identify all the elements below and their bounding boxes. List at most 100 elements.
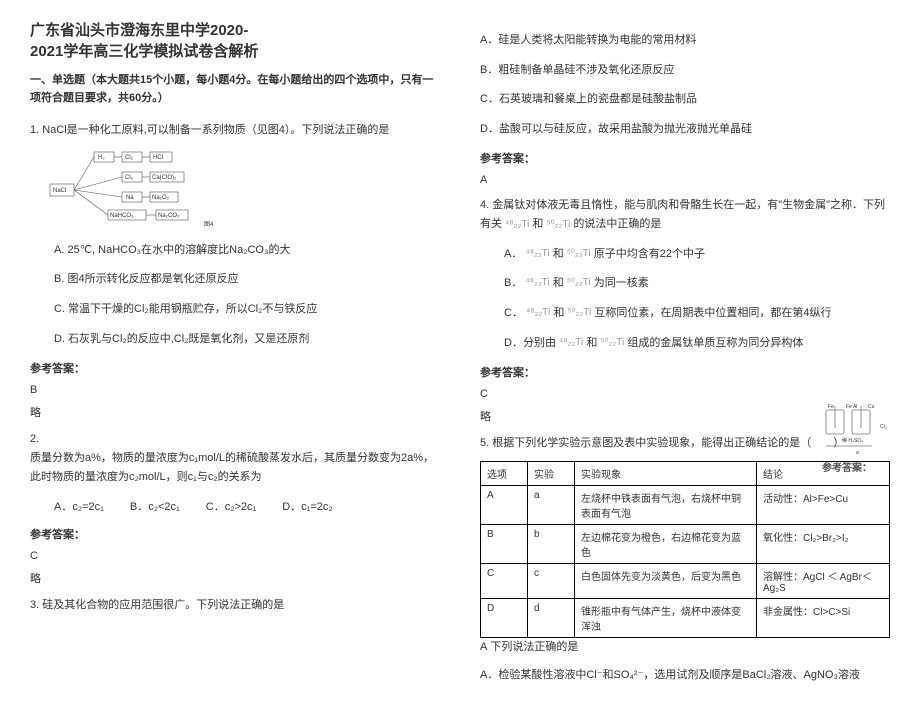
q2-answer-label: 参考答案： — [30, 526, 440, 542]
q1-figure: NaCl H₂ Cl₂ HCl Cl₂ Ca(ClO)₂ Na Na₂O₂ Na… — [48, 148, 228, 230]
q4-b-post: 为同一核素 — [594, 277, 649, 289]
q5-table: 选项 实验 实验现象 结论 A a 左烧杯中铁表面有气泡，右烧杯中铜表面有气泡 … — [480, 461, 890, 638]
q3-answer-label: 参考答案： — [480, 150, 890, 166]
q5-figure: Fe Fe Al Cu 稀 H₂SO₄ Cl₂ a 参考答案： — [822, 402, 892, 457]
isotope-icon: ⁵⁰₂₂Ti — [567, 305, 591, 321]
q2-opt-b: B．c₂<2c₁ — [130, 498, 180, 514]
q3-opt-a: A．硅是人类将太阳能转换为电能的常用材料 — [480, 32, 890, 50]
q4-and-1: 和 — [532, 218, 543, 230]
cell: 左边棉花变为橙色，右边棉花变为蓝色 — [575, 524, 757, 563]
svg-text:Cl₂: Cl₂ — [125, 175, 134, 181]
cell: 白色固体先变为淡黄色，后变为黑色 — [575, 563, 757, 598]
isotope-icon: ⁴⁸₂₂Ti — [526, 305, 550, 321]
svg-text:H₂: H₂ — [98, 155, 105, 161]
title-line-2: 2021学年高三化学模拟试卷含解析 — [30, 43, 258, 60]
svg-text:图4: 图4 — [204, 221, 214, 228]
q4-b-pre: B． — [504, 277, 522, 289]
svg-text:Fe: Fe — [828, 404, 834, 410]
cell: A — [481, 485, 528, 524]
isotope-icon: ⁵⁰₂₂Ti — [600, 335, 624, 351]
svg-text:Ca(ClO)₂: Ca(ClO)₂ — [152, 175, 177, 181]
isotope-icon: ⁵⁰₂₂Ti — [567, 275, 591, 291]
q2-opt-c: C．c₂>2c₁ — [206, 498, 256, 514]
q2-prefix: 2. — [30, 433, 39, 445]
q1-opt-c: C. 常温下干燥的Cl₂能用钢瓶贮存，所以Cl₂不与铁反应 — [54, 301, 440, 319]
cell: b — [528, 524, 575, 563]
q1-opt-b: B. 图4所示转化反应都是氧化还原反应 — [54, 271, 440, 289]
q4-and-5: 和 — [586, 337, 597, 349]
table-row: C c 白色固体先变为淡黄色，后变为黑色 溶解性：AgCl ＜ AgBr＜Ag₂… — [481, 563, 890, 598]
q2-lue: 略 — [30, 570, 440, 586]
left-column: 广东省汕头市澄海东里中学2020- 2021学年高三化学模拟试卷含解析 一、单选… — [30, 20, 440, 696]
q1-answer-label: 参考答案： — [30, 360, 440, 376]
q4-answer-label: 参考答案： — [480, 364, 890, 380]
th-2: 实验现象 — [575, 461, 757, 485]
svg-text:Na₂O₂: Na₂O₂ — [152, 195, 170, 201]
svg-text:a: a — [856, 450, 859, 456]
exam-title: 广东省汕头市澄海东里中学2020- 2021学年高三化学模拟试卷含解析 — [30, 20, 440, 62]
q4-stem: 4. 金属钛对体液无毒且惰性，能与肌肉和骨骼生长在一起，有"生物金属"之称．下列… — [480, 196, 890, 233]
cell: 左烧杯中铁表面有气泡，右烧杯中铜表面有气泡 — [575, 485, 757, 524]
isotope-icon: ⁴⁸₂₂Ti — [559, 335, 583, 351]
svg-text:Cl₂: Cl₂ — [880, 424, 887, 430]
q4-a-post: 原子中均含有22个中子 — [594, 248, 705, 260]
right-column: A．硅是人类将太阳能转换为电能的常用材料 B．粗硅制备单晶硅不涉及氧化还原反应 … — [480, 20, 890, 696]
q4-d-post: 组成的金属钛单质互称为同分异构体 — [627, 337, 803, 349]
cell: B — [481, 524, 528, 563]
cell: 溶解性：AgCl ＜ AgBr＜Ag₂S — [757, 563, 890, 598]
section-1-head: 一、单选题（本大题共15个小题，每小题4分。在每小题给出的四个选项中，只有一项符… — [30, 72, 440, 107]
cell: 活动性：Al>Fe>Cu — [757, 485, 890, 524]
svg-text:Cu: Cu — [868, 404, 875, 410]
table-row: A a 左烧杯中铁表面有气泡，右烧杯中铜表面有气泡 活动性：Al>Fe>Cu — [481, 485, 890, 524]
cell: 氧化性：Cl₂>Br₂>I₂ — [757, 524, 890, 563]
q6-opt-a: A．检验某酸性溶液中Cl⁻和SO₄²⁻，选用试剂及顺序是BaCl₂溶液、AgNO… — [480, 667, 890, 685]
cell: C — [481, 563, 528, 598]
title-line-1: 广东省汕头市澄海东里中学2020- — [30, 22, 248, 39]
th-0: 选项 — [481, 461, 528, 485]
svg-text:Cl₂: Cl₂ — [125, 155, 134, 161]
q2-answer: C — [30, 550, 440, 562]
q3-opt-d: D．盐酸可以与硅反应，故采用盐酸为抛光液抛光单晶硅 — [480, 121, 890, 139]
svg-text:HCl: HCl — [153, 155, 163, 161]
q2-options: A．c₂=2c₁ B．c₂<2c₁ C．c₂>2c₁ D．c₁=2c₂ — [54, 498, 440, 514]
q1-opt-a: A. 25℃, NaHCO₃在水中的溶解度比Na₂CO₃的大 — [54, 242, 440, 260]
cell: 非金属性：Cl>C>Si — [757, 598, 890, 637]
isotope-icon: ⁴⁸₂₂Ti — [525, 275, 549, 291]
cell: D — [481, 598, 528, 637]
q2-text: 质量分数为a%，物质的量浓度为c₁mol/L的稀硫酸蒸发水后，其质量分数变为2a… — [30, 452, 434, 483]
q6-stem: 下列说法正确的是 — [490, 641, 578, 653]
q1-lue: 略 — [30, 404, 440, 420]
q2-stem: 2. 质量分数为a%，物质的量浓度为c₁mol/L的稀硫酸蒸发水后，其质量分数变… — [30, 430, 440, 486]
th-1: 实验 — [528, 461, 575, 485]
isotope-icon: ⁵⁰₂₂Ti — [567, 246, 591, 262]
q4-c-post: 互称同位素，在周期表中位置相同，都在第4纵行 — [594, 307, 831, 319]
q4-stem-rest: 的说法中正确的是 — [573, 218, 661, 230]
q4-and-4: 和 — [553, 307, 564, 319]
q1-stem: 1. NaCl是一种化工原料,可以制备一系列物质（见图4）。下列说法正确的是 — [30, 121, 440, 140]
cell: a — [528, 485, 575, 524]
q4-c-pre: C． — [504, 307, 523, 319]
q3-stem: 3. 硅及其化合物的应用范围很广。下列说法正确的是 — [30, 596, 440, 615]
q2-opt-a: A．c₂=2c₁ — [54, 498, 104, 514]
q5-answer-label: 参考答案： — [822, 459, 892, 474]
q4-a-pre: A． — [504, 248, 522, 260]
q4-answer: C — [480, 388, 890, 400]
svg-text:Na₂CO₃: Na₂CO₃ — [158, 213, 180, 219]
table-row: B b 左边棉花变为橙色，右边棉花变为蓝色 氧化性：Cl₂>Br₂>I₂ — [481, 524, 890, 563]
q2-opt-d: D．c₁=2c₂ — [282, 498, 332, 514]
q3-opt-b: B．粗硅制备单晶硅不涉及氧化还原反应 — [480, 62, 890, 80]
q4-opt-d: D．分别由 ⁴⁸₂₂Ti 和 ⁵⁰₂₂Ti 组成的金属钛单质互称为同分异构体 — [504, 335, 890, 353]
q4-opt-c: C． ⁴⁸₂₂Ti 和 ⁵⁰₂₂Ti 互称同位素，在周期表中位置相同，都在第4纵… — [504, 305, 890, 323]
table-row: D d 锥形瓶中有气体产生，烧杯中液体变浑浊 非金属性：Cl>C>Si — [481, 598, 890, 637]
isotope-icon: ⁵⁰₂₂Ti — [546, 216, 570, 233]
q1-answer: B — [30, 384, 440, 396]
q4-opt-b: B． ⁴⁸₂₂Ti 和 ⁵⁰₂₂Ti 为同一核素 — [504, 275, 890, 293]
q3-answer: A — [480, 174, 890, 186]
q4-d-pre: D．分别由 — [504, 337, 556, 349]
cell: d — [528, 598, 575, 637]
svg-text:NaCl: NaCl — [53, 188, 66, 194]
svg-text:稀 H₂SO₄: 稀 H₂SO₄ — [842, 437, 863, 444]
isotope-icon: ⁴⁸₂₂Ti — [525, 246, 549, 262]
cell: 锥形瓶中有气体产生，烧杯中液体变浑浊 — [575, 598, 757, 637]
svg-text:Na: Na — [126, 195, 134, 201]
